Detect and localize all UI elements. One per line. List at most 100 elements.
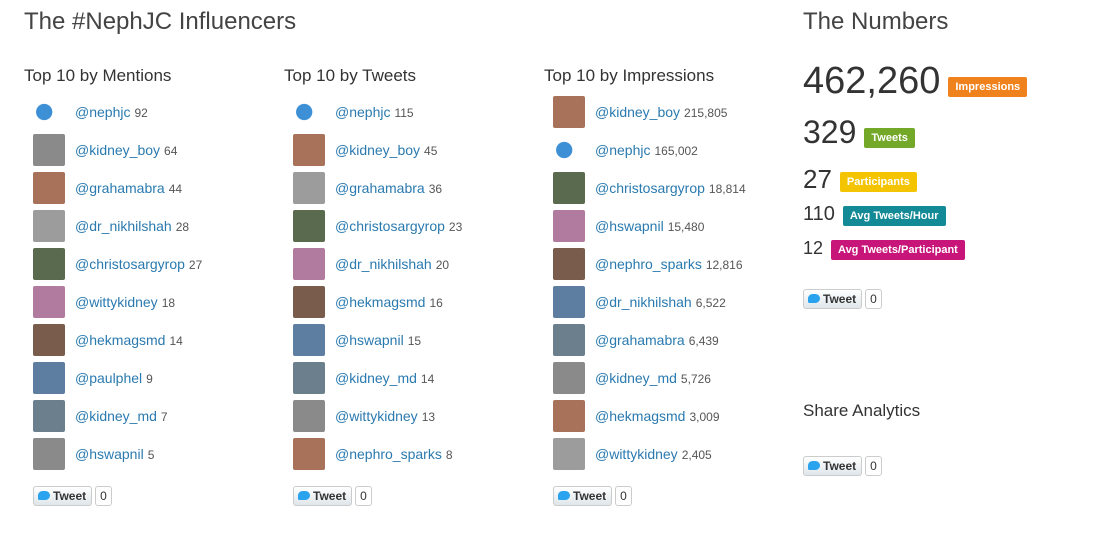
avatar [293,96,325,128]
handle-link[interactable]: @kidney_boy [75,142,161,158]
handle-link[interactable]: @christosargyrop [75,256,185,272]
count: 8 [445,448,453,462]
handle-link[interactable]: @dr_nikhilshah [595,294,692,310]
tweet-button[interactable]: Tweet [553,486,613,506]
stat-row: 329 Tweets [803,114,915,151]
influencer-row: @wittykidney 2,405 [595,446,712,464]
handle-link[interactable]: @hekmagsmd [335,294,426,310]
handle-link[interactable]: @nephro_sparks [595,256,702,272]
tweet-count: 0 [865,289,882,309]
avatar [33,210,65,242]
stat-value: 110 [803,202,835,225]
stat-badge: Participants [839,171,917,192]
handle-link[interactable]: @kidney_boy [335,142,421,158]
handle-link[interactable]: @nephjc [595,142,651,158]
avatar [33,172,65,204]
avatar [33,248,65,280]
handle-link[interactable]: @hekmagsmd [595,408,686,424]
handle-link[interactable]: @hswapnil [75,446,144,462]
handle-link[interactable]: @kidney_md [595,370,677,386]
stat-value: 27 [803,164,832,194]
tweet-button-group: Tweet 0 [803,289,882,309]
influencer-row: @nephro_sparks 8 [335,446,453,464]
column-heading: Top 10 by Mentions [24,66,172,85]
handle-link[interactable]: @grahamabra [335,180,425,196]
influencer-row: @wittykidney 18 [75,294,175,312]
avatar [293,286,325,318]
stat-value: 462,260 [803,60,941,102]
handle-link[interactable]: @nephjc [335,104,391,120]
handle-link[interactable]: @wittykidney [335,408,418,424]
stat-badge: Tweets [864,127,915,148]
influencer-row: @grahamabra 44 [75,180,182,198]
handle-link[interactable]: @paulphel [75,370,143,386]
count: 3,009 [689,410,720,424]
twitter-bird-icon [558,491,570,500]
count: 15,480 [667,220,705,234]
stat-badge: Avg Tweets/Hour [842,206,946,226]
influencer-row: @hekmagsmd 3,009 [595,408,720,426]
handle-link[interactable]: @dr_nikhilshah [75,218,172,234]
tweet-button[interactable]: Tweet [803,456,863,476]
tweet-button[interactable]: Tweet [293,486,353,506]
influencer-row: @dr_nikhilshah 20 [335,256,449,274]
handle-link[interactable]: @dr_nikhilshah [335,256,432,272]
handle-link[interactable]: @kidney_md [335,370,417,386]
tweet-button[interactable]: Tweet [803,289,863,309]
avatar [33,438,65,470]
tweet-label: Tweet [573,489,607,503]
handle-link[interactable]: @kidney_md [75,408,157,424]
avatar [293,134,325,166]
avatar [553,210,585,242]
avatar [553,96,585,128]
count: 5,726 [680,372,711,386]
tweet-count: 0 [615,486,632,506]
avatar [293,400,325,432]
count: 6,439 [688,334,719,348]
avatar [553,248,585,280]
handle-link[interactable]: @hekmagsmd [75,332,166,348]
twitter-bird-icon [808,461,820,470]
handle-link[interactable]: @grahamabra [595,332,685,348]
avatar [33,134,65,166]
count: 23 [448,220,463,234]
influencer-row: @dr_nikhilshah 6,522 [595,294,726,312]
handle-link[interactable]: @wittykidney [595,446,678,462]
tweet-button-group: Tweet 0 [293,486,372,506]
avatar [293,324,325,356]
handle-link[interactable]: @christosargyrop [595,180,705,196]
avatar [33,286,65,318]
handle-link[interactable]: @christosargyrop [335,218,445,234]
tweet-button-group: Tweet 0 [553,486,632,506]
avatar [293,172,325,204]
handle-link[interactable]: @grahamabra [75,180,165,196]
tweet-label: Tweet [823,292,857,306]
avatar [33,400,65,432]
count: 5 [147,448,155,462]
influencer-row: @hswapnil 5 [75,446,154,464]
stat-row: 110 Avg Tweets/Hour [803,202,946,226]
tweet-count: 0 [95,486,112,506]
handle-link[interactable]: @hswapnil [335,332,404,348]
handle-link[interactable]: @hswapnil [595,218,664,234]
influencer-row: @nephjc 165,002 [595,142,698,160]
twitter-bird-icon [808,294,820,303]
avatar [553,438,585,470]
stat-row: 27 Participants [803,164,917,195]
tweet-button-group: Tweet 0 [33,486,112,506]
count: 45 [424,144,438,158]
handle-link[interactable]: @nephro_sparks [335,446,442,462]
influencer-row: @kidney_md 7 [75,408,168,426]
handle-link[interactable]: @wittykidney [75,294,158,310]
influencer-row: @christosargyrop 18,814 [595,180,746,198]
count: 64 [164,144,178,158]
avatar [553,324,585,356]
influencer-row: @kidney_boy 64 [75,142,177,160]
count: 27 [188,258,203,272]
avatar [553,172,585,204]
handle-link[interactable]: @nephjc [75,104,131,120]
tweet-button[interactable]: Tweet [33,486,93,506]
handle-link[interactable]: @kidney_boy [595,104,681,120]
avatar [553,400,585,432]
avatar [553,362,585,394]
